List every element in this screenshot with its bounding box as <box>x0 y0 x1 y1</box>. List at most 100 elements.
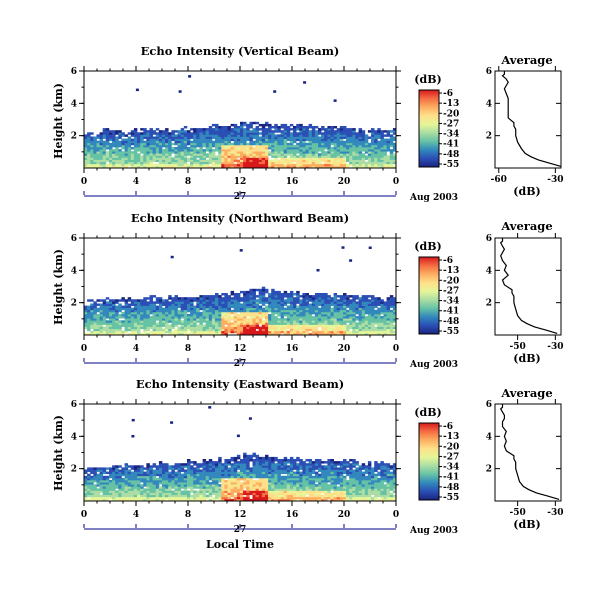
heatmap-cell <box>103 130 106 132</box>
heatmap-cell <box>162 486 165 488</box>
heatmap-cell <box>340 316 343 318</box>
heatmap-cell <box>349 331 352 333</box>
heatmap-cell <box>277 327 280 329</box>
heatmap-cell <box>199 132 202 134</box>
heatmap-cell <box>221 312 224 314</box>
heatmap-cell <box>137 149 140 151</box>
heatmap-cell <box>231 482 234 484</box>
heatmap-cell <box>321 297 324 299</box>
heatmap-cell <box>315 301 318 303</box>
heatmap-cell <box>380 160 383 162</box>
heatmap-cell <box>331 164 334 166</box>
heatmap-cell <box>284 130 287 132</box>
heatmap-cell <box>390 331 393 333</box>
heatmap-cell <box>331 141 334 143</box>
heatmap-cell <box>371 128 374 130</box>
heatmap-cell <box>277 130 280 132</box>
heatmap-cell <box>340 329 343 331</box>
heatmap-cell <box>259 495 262 497</box>
heatmap-cell <box>231 491 234 493</box>
heatmap-cell <box>146 476 149 478</box>
heatmap-cell <box>199 164 202 166</box>
heatmap-cell <box>246 495 249 497</box>
heatmap-cell <box>327 320 330 322</box>
heatmap-cell <box>365 297 368 299</box>
heatmap-cell <box>84 476 87 478</box>
heatmap-cell <box>302 160 305 162</box>
heatmap-cell <box>387 318 390 320</box>
heatmap-cell <box>321 128 324 130</box>
heatmap-cell <box>309 312 312 314</box>
heatmap-cell <box>349 310 352 312</box>
heatmap-cell <box>190 310 193 312</box>
heatmap-cell <box>318 314 321 316</box>
heatmap-cell <box>140 147 143 149</box>
heatmap-cell <box>327 158 330 160</box>
heatmap-cell <box>84 158 87 160</box>
heatmap-cell <box>190 164 193 166</box>
heatmap-cell <box>302 316 305 318</box>
heatmap-cell <box>112 145 115 147</box>
heatmap-cell <box>196 472 199 474</box>
heatmap-cell <box>190 331 193 333</box>
heatmap-cell <box>209 304 212 306</box>
heatmap-cell <box>349 318 352 320</box>
heatmap-cell <box>265 306 268 308</box>
heatmap-cell <box>315 304 318 306</box>
heatmap-cell <box>237 308 240 310</box>
heatmap-cell <box>287 325 290 327</box>
heatmap-cell <box>284 493 287 495</box>
heatmap-cell <box>331 160 334 162</box>
heatmap-cell <box>234 306 237 308</box>
heatmap-cell <box>246 318 249 320</box>
heatmap-cell <box>221 297 224 299</box>
heatmap-cell <box>125 463 128 465</box>
heatmap-cell <box>97 474 100 476</box>
heatmap-cell <box>162 488 165 490</box>
heatmap-cell <box>178 162 181 164</box>
heatmap-cell <box>240 478 243 480</box>
heatmap-cell <box>321 295 324 297</box>
heatmap-cell <box>199 465 202 467</box>
heatmap-cell <box>302 295 305 297</box>
heatmap-cell <box>299 143 302 145</box>
heatmap-cell <box>196 128 199 130</box>
heatmap-cell <box>212 151 215 153</box>
heatmap-cell <box>165 132 168 134</box>
heatmap-cell <box>274 301 277 303</box>
heatmap-cell <box>334 329 337 331</box>
heatmap-cell <box>115 299 118 301</box>
heatmap-cell <box>390 164 393 166</box>
heatmap-cell <box>249 457 252 459</box>
heatmap-cell <box>181 158 184 160</box>
heatmap-cell <box>318 162 321 164</box>
heatmap-cell <box>203 329 206 331</box>
heatmap-cell <box>156 480 159 482</box>
heatmap-cell <box>90 149 93 151</box>
heatmap-cell <box>340 164 343 166</box>
heatmap-cell <box>121 467 124 469</box>
heatmap-cell <box>150 141 153 143</box>
heatmap-cell <box>128 145 131 147</box>
heatmap-cell <box>143 327 146 329</box>
heatmap-cell <box>256 308 259 310</box>
heatmap-cell <box>380 308 383 310</box>
heatmap-cell <box>106 314 109 316</box>
heatmap-cell <box>384 160 387 162</box>
heatmap-cell <box>365 134 368 136</box>
heatmap-cell <box>87 149 90 151</box>
heatmap-cell <box>390 158 393 160</box>
heatmap-cell <box>221 304 224 306</box>
heatmap-cell <box>168 151 171 153</box>
heatmap-cell <box>231 316 234 318</box>
heatmap-cell <box>118 308 121 310</box>
heatmap-cell <box>193 472 196 474</box>
heatmap-cell <box>296 134 299 136</box>
heatmap-cell <box>103 491 106 493</box>
heatmap-cell <box>218 128 221 130</box>
heatmap-cell <box>253 467 256 469</box>
heatmap-cell <box>296 143 299 145</box>
heatmap-cell <box>103 308 106 310</box>
heatmap-cell <box>281 310 284 312</box>
